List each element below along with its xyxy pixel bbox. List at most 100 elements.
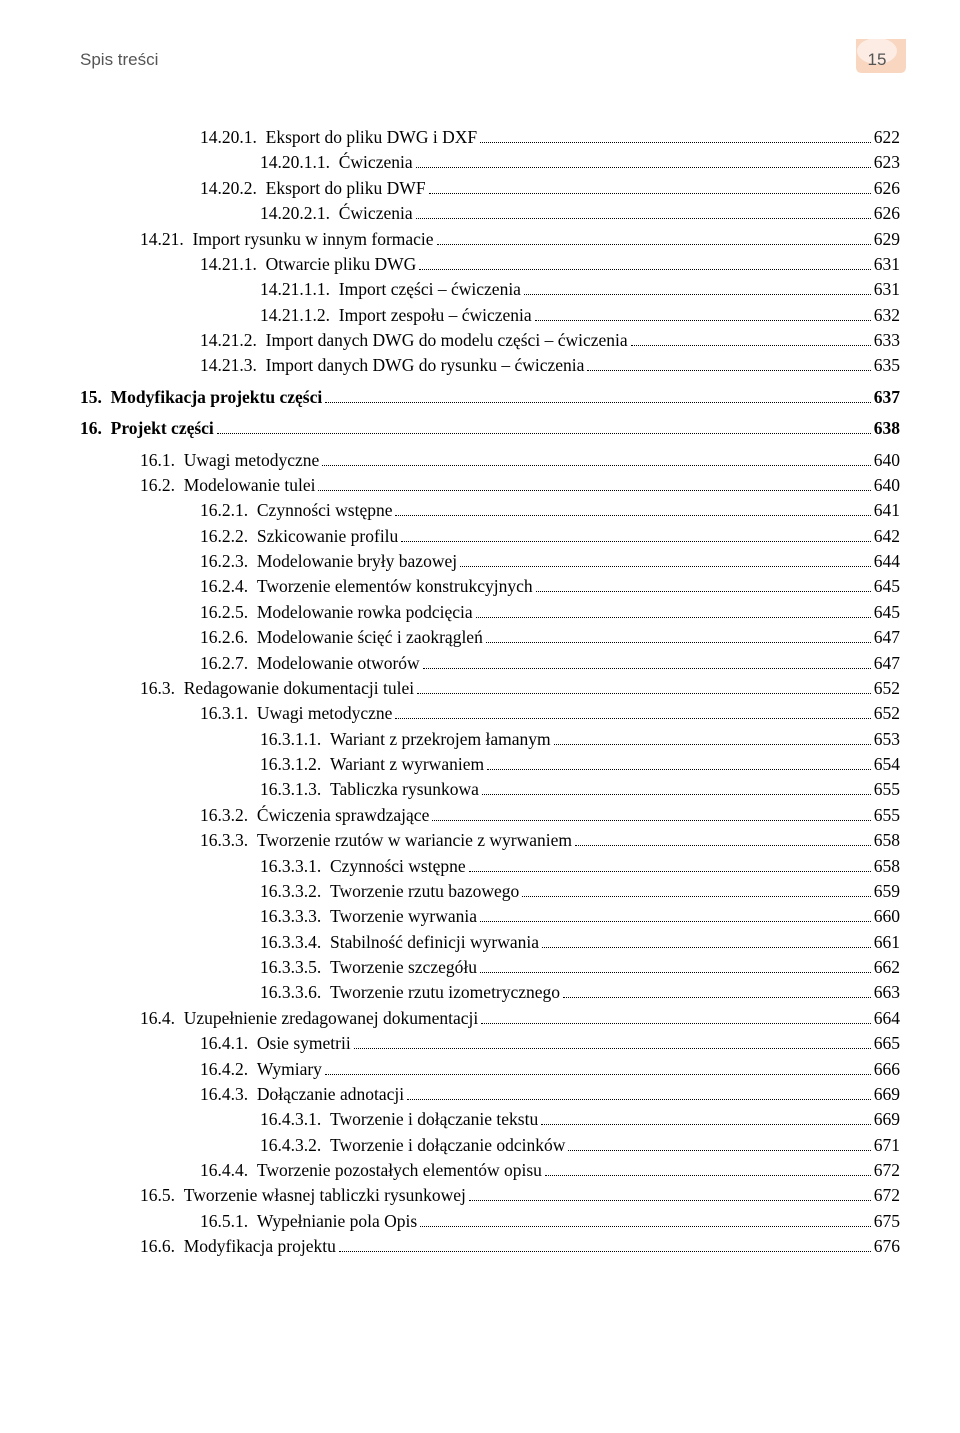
toc-leader-dots (542, 933, 871, 948)
toc-row: 14.20.2.1. Ćwiczenia626 (80, 201, 900, 226)
toc-row: 16.4. Uzupełnienie zredagowanej dokument… (80, 1006, 900, 1031)
toc-label: 16.6. Modyfikacja projektu (140, 1234, 336, 1259)
toc-page: 658 (874, 828, 900, 853)
toc-label: 14.20.1.1. Ćwiczenia (260, 150, 413, 175)
page-header: Spis treści 15 (80, 45, 900, 75)
toc-leader-dots (416, 204, 871, 219)
toc-row: 16.3.3.6. Tworzenie rzutu izometrycznego… (80, 980, 900, 1005)
toc-page: 642 (874, 524, 900, 549)
toc-leader-dots (395, 501, 870, 516)
toc-page: 640 (874, 448, 900, 473)
toc-row: 16.3.2. Ćwiczenia sprawdzające655 (80, 803, 900, 828)
toc-label: 16.3.3.6. Tworzenie rzutu izometrycznego (260, 980, 560, 1005)
toc-leader-dots (541, 1110, 871, 1125)
toc-label: 14.21.1.1. Import części – ćwiczenia (260, 277, 521, 302)
toc-row: 14.21.1.2. Import zespołu – ćwiczenia632 (80, 303, 900, 328)
toc-label: 16.2.2. Szkicowanie profilu (200, 524, 398, 549)
toc-leader-dots (536, 578, 871, 593)
toc-page: 631 (874, 252, 900, 277)
header-title: Spis treści (80, 50, 158, 70)
toc-label: 16.2.4. Tworzenie elementów konstrukcyjn… (200, 574, 533, 599)
toc-row: 16.3.3. Tworzenie rzutów w wariancie z w… (80, 828, 900, 853)
toc-row: 15. Modyfikacja projektu części 637 (80, 385, 900, 410)
toc-row: 16.3.3.1. Czynności wstępne658 (80, 854, 900, 879)
toc-row: 16.3.3.4. Stabilność definicji wyrwania6… (80, 930, 900, 955)
toc-label: 16.3.3.2. Tworzenie rzutu bazowego (260, 879, 519, 904)
toc-page: 631 (874, 277, 900, 302)
toc-leader-dots (535, 306, 871, 321)
toc-label: 16.2. Modelowanie tulei (140, 473, 315, 498)
toc-page: 665 (874, 1031, 900, 1056)
toc-label: 16.3.1. Uwagi metodyczne (200, 701, 392, 726)
toc-leader-dots (486, 628, 871, 643)
toc-page: 654 (874, 752, 900, 777)
toc-row: 16.6. Modyfikacja projektu 676 (80, 1234, 900, 1259)
toc-leader-dots (322, 451, 870, 466)
toc-label: 14.21.3. Import danych DWG do rysunku – … (200, 353, 584, 378)
toc-label: 16.2.6. Modelowanie ścięć i zaokrągleń (200, 625, 483, 650)
toc-page: 623 (874, 150, 900, 175)
toc-row: 16.4.4. Tworzenie pozostałych elementów … (80, 1158, 900, 1183)
toc-page: 675 (874, 1209, 900, 1234)
toc-label: 14.20.2. Eksport do pliku DWF (200, 176, 426, 201)
toc-row: 16.2.6. Modelowanie ścięć i zaokrągleń 64… (80, 625, 900, 650)
toc-page: 672 (874, 1183, 900, 1208)
table-of-contents: 14.20.1. Eksport do pliku DWG i DXF62214… (80, 125, 900, 1260)
toc-leader-dots (419, 255, 870, 270)
toc-row: 14.21.1.1. Import części – ćwiczenia 631 (80, 277, 900, 302)
toc-leader-dots (460, 552, 871, 567)
toc-label: 16.4.3. Dołączanie adnotacji (200, 1082, 404, 1107)
toc-page: 638 (874, 416, 900, 441)
toc-leader-dots (217, 419, 871, 434)
toc-label: 16.4.1. Osie symetrii (200, 1031, 351, 1056)
toc-label: 16.3.1.1. Wariant z przekrojem łamanym (260, 727, 551, 752)
toc-leader-dots (318, 476, 870, 491)
toc-leader-dots (480, 907, 871, 922)
toc-leader-dots (429, 179, 871, 194)
toc-page: 655 (874, 777, 900, 802)
toc-label: 16.3.2. Ćwiczenia sprawdzające (200, 803, 429, 828)
toc-row: 16.3.3.3. Tworzenie wyrwania 660 (80, 904, 900, 929)
toc-page: 640 (874, 473, 900, 498)
toc-page: 652 (874, 676, 900, 701)
toc-page: 660 (874, 904, 900, 929)
toc-label: 14.21. Import rysunku w innym formacie (140, 227, 434, 252)
toc-label: 16.2.7. Modelowanie otworów (200, 651, 420, 676)
toc-leader-dots (420, 1212, 871, 1227)
toc-page: 644 (874, 549, 900, 574)
toc-label: 16.2.1. Czynności wstępne (200, 498, 392, 523)
toc-leader-dots (554, 730, 871, 745)
toc-page: 671 (874, 1133, 900, 1158)
toc-leader-dots (407, 1085, 871, 1100)
toc-row: 16.4.2. Wymiary666 (80, 1057, 900, 1082)
toc-page: 647 (874, 625, 900, 650)
toc-leader-dots (545, 1161, 871, 1176)
toc-row: 16.2.1. Czynności wstępne641 (80, 498, 900, 523)
toc-row: 14.21.3. Import danych DWG do rysunku – … (80, 353, 900, 378)
toc-row: 16. Projekt części638 (80, 416, 900, 441)
toc-row: 14.21.1. Otwarcie pliku DWG631 (80, 252, 900, 277)
toc-page: 653 (874, 727, 900, 752)
page-container: Spis treści 15 14.20.1. Eksport do pliku… (0, 0, 960, 1305)
toc-label: 16.3.3.3. Tworzenie wyrwania (260, 904, 477, 929)
toc-row: 16.2. Modelowanie tulei 640 (80, 473, 900, 498)
toc-row: 14.21.2. Import danych DWG do modelu czę… (80, 328, 900, 353)
toc-row: 14.20.1.1. Ćwiczenia 623 (80, 150, 900, 175)
toc-leader-dots (480, 128, 871, 143)
toc-row: 16.5. Tworzenie własnej tabliczki rysunk… (80, 1183, 900, 1208)
toc-page: 635 (874, 353, 900, 378)
toc-page: 676 (874, 1234, 900, 1259)
toc-label: 16.4. Uzupełnienie zredagowanej dokument… (140, 1006, 478, 1031)
toc-leader-dots (354, 1034, 871, 1049)
toc-page: 632 (874, 303, 900, 328)
toc-row: 16.3.1.1. Wariant z przekrojem łamanym 65… (80, 727, 900, 752)
toc-page: 637 (874, 385, 900, 410)
toc-label: 16.4.3.1. Tworzenie i dołączanie tekstu (260, 1107, 538, 1132)
toc-row: 16.2.2. Szkicowanie profilu 642 (80, 524, 900, 549)
toc-row: 16.3.1. Uwagi metodyczne652 (80, 701, 900, 726)
page-number-badge: 15 (854, 45, 900, 75)
toc-page: 645 (874, 600, 900, 625)
toc-label: 16.3.1.2. Wariant z wyrwaniem (260, 752, 484, 777)
toc-page: 622 (874, 125, 900, 150)
toc-label: 15. Modyfikacja projektu części (80, 385, 322, 410)
